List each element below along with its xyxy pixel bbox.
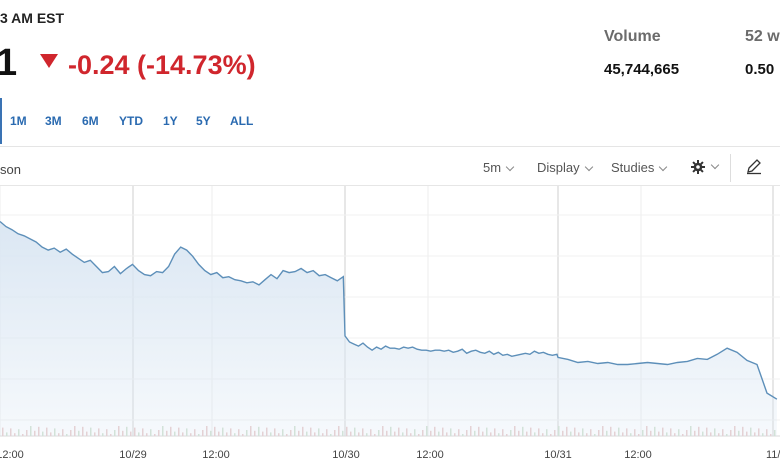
pencil-icon[interactable] (745, 157, 763, 175)
quote-timestamp: 3 AM EST (0, 10, 65, 26)
display-dropdown[interactable]: Display (537, 160, 593, 175)
chart-top-border (0, 185, 780, 186)
down-triangle-icon (40, 54, 58, 68)
chevron-down-icon (710, 160, 720, 170)
chevron-down-icon (659, 162, 668, 172)
range-ytd-button[interactable]: YTD (119, 114, 143, 128)
chevron-down-icon (584, 162, 593, 172)
toolbar-divider (730, 154, 731, 182)
range-3m-button[interactable]: 3M (45, 114, 62, 128)
range-1y-button[interactable]: 1Y (163, 114, 178, 128)
gear-icon (691, 159, 705, 174)
x-tick-label: 12:00 (416, 449, 444, 461)
volume-label: Volume (604, 28, 661, 45)
interval-dropdown[interactable]: 5m (483, 160, 515, 175)
x-tick-label: 12:00 (624, 449, 652, 461)
studies-dropdown[interactable]: Studies (611, 160, 668, 175)
settings-dropdown[interactable] (690, 158, 720, 175)
52-week-value: 0.50 (745, 61, 775, 78)
range-1m-button[interactable]: 1M (10, 114, 27, 128)
price-change: -0.24 (-14.73%) (68, 50, 256, 80)
x-tick-label: 10/29 (119, 449, 147, 461)
x-tick-label: 11/3 (766, 449, 780, 461)
chevron-down-icon (505, 162, 515, 172)
x-tick-label: 12:00 (202, 449, 230, 461)
range-active-indicator (0, 98, 2, 144)
studies-label: Studies (611, 160, 655, 175)
x-tick-label: 10/30 (332, 449, 360, 461)
x-tick-label: 12:00 (0, 449, 24, 461)
last-price: 1 (0, 42, 18, 84)
price-area-fill (0, 221, 777, 436)
x-axis-labels: 12:00 10/29 12:00 10/30 12:00 10/31 12:00 11/3 (0, 449, 780, 461)
range-6m-button[interactable]: 6M (82, 114, 99, 128)
range-all-button[interactable]: ALL (230, 114, 254, 128)
compare-label[interactable]: son (0, 162, 21, 177)
52-week-label: 52 w (745, 28, 780, 45)
x-tick-label: 10/31 (544, 449, 572, 461)
range-5y-button[interactable]: 5Y (196, 114, 211, 128)
range-selector (0, 98, 780, 147)
price-chart[interactable]: 12:00 10/29 12:00 10/30 12:00 10/31 12:00 11/3 (0, 186, 780, 463)
interval-value: 5m (483, 160, 502, 175)
price-line (0, 220, 778, 400)
display-label: Display (537, 160, 580, 175)
volume-value: 45,744,665 (604, 61, 680, 78)
